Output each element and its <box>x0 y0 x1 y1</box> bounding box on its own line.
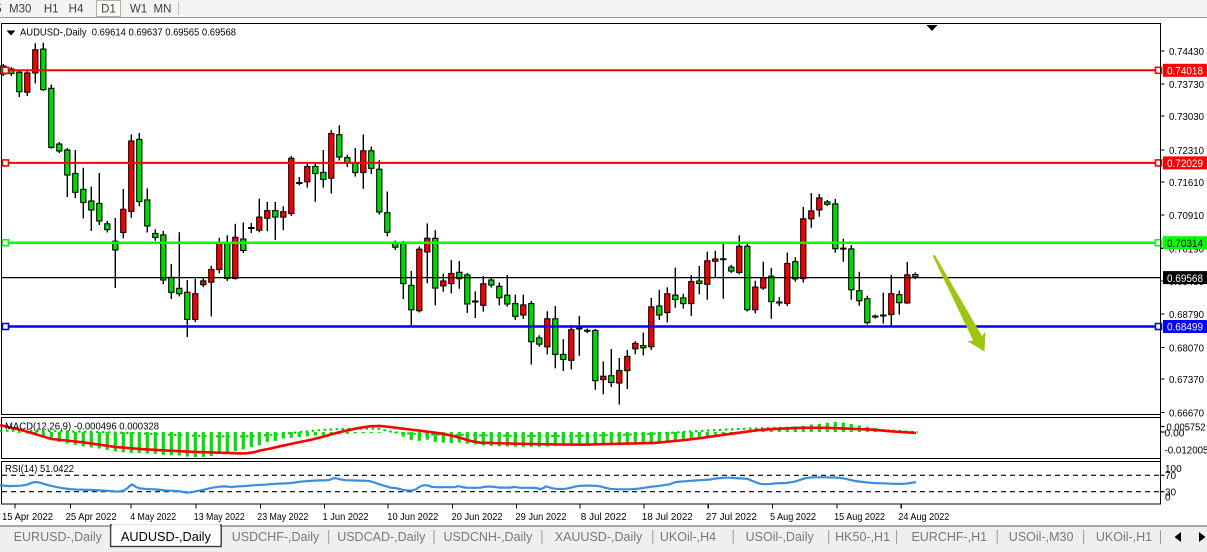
svg-text:MACD(12,26,9) -0.000496 0.0003: MACD(12,26,9) -0.000496 0.000328 <box>5 421 159 433</box>
svg-text:EURUSD-,Daily: EURUSD-,Daily <box>14 530 103 544</box>
svg-text:0.70910: 0.70910 <box>1169 210 1204 222</box>
svg-text:H1: H1 <box>44 4 59 16</box>
svg-text:0.74430: 0.74430 <box>1169 46 1204 58</box>
svg-text:15 Apr 2022: 15 Apr 2022 <box>2 511 53 523</box>
svg-text:100: 100 <box>1165 464 1182 475</box>
svg-text:RSI(14) 51.0422: RSI(14) 51.0422 <box>5 463 74 475</box>
svg-text:0: 0 <box>1165 493 1171 504</box>
svg-text:15 Aug 2022: 15 Aug 2022 <box>834 511 885 523</box>
svg-text:0.66670: 0.66670 <box>1169 408 1204 420</box>
svg-text:18 Jul 2022: 18 Jul 2022 <box>642 511 693 523</box>
svg-text:27 Jul 2022: 27 Jul 2022 <box>706 511 757 523</box>
svg-text:10 Jun 2022: 10 Jun 2022 <box>387 511 438 523</box>
svg-text:70: 70 <box>1165 471 1177 482</box>
svg-text:0.73030: 0.73030 <box>1169 111 1204 123</box>
svg-text:20 Jun 2022: 20 Jun 2022 <box>452 511 503 523</box>
svg-text:5 Aug 2022: 5 Aug 2022 <box>770 511 816 523</box>
svg-text:XAUUSD-,Daily: XAUUSD-,Daily <box>555 530 643 544</box>
svg-text:30: 30 <box>1165 488 1177 499</box>
svg-text:29 Jun 2022: 29 Jun 2022 <box>516 511 567 523</box>
svg-text:AUDUSD-,Daily 0.69614 0.69637: AUDUSD-,Daily 0.69614 0.69637 0.69565 0.… <box>20 27 236 39</box>
svg-text:AUDUSD-,Daily: AUDUSD-,Daily <box>121 530 212 544</box>
svg-text:13 May 2022: 13 May 2022 <box>194 511 245 523</box>
svg-text:H4: H4 <box>69 4 84 16</box>
svg-text:USDCNH-,Daily: USDCNH-,Daily <box>443 530 533 544</box>
svg-text:UKOil-,H1: UKOil-,H1 <box>1096 530 1152 544</box>
svg-text:D1: D1 <box>101 4 116 16</box>
svg-text:USOil-,M30: USOil-,M30 <box>1009 530 1074 544</box>
svg-text:0.005752: 0.005752 <box>1167 423 1206 434</box>
svg-text:0.68070: 0.68070 <box>1169 343 1204 355</box>
svg-text:0.74018: 0.74018 <box>1167 66 1203 78</box>
svg-text:W1: W1 <box>130 4 147 16</box>
svg-text:0.71610: 0.71610 <box>1169 177 1204 189</box>
svg-text:0.67370: 0.67370 <box>1169 374 1204 386</box>
svg-text:EURCHF-,H1: EURCHF-,H1 <box>911 530 987 544</box>
svg-text:23 May 2022: 23 May 2022 <box>257 511 308 523</box>
svg-text:25 Apr 2022: 25 Apr 2022 <box>66 511 117 523</box>
svg-text:0.68790: 0.68790 <box>1169 309 1204 321</box>
svg-text:24 Aug 2022: 24 Aug 2022 <box>898 511 949 523</box>
svg-text:M30: M30 <box>9 4 31 16</box>
svg-text:0.68499: 0.68499 <box>1167 322 1203 334</box>
svg-text:USOil-,Daily: USOil-,Daily <box>746 530 815 544</box>
svg-text:1 Jun 2022: 1 Jun 2022 <box>323 511 369 523</box>
svg-text:0.73730: 0.73730 <box>1169 79 1204 91</box>
svg-text:MN: MN <box>154 4 172 16</box>
svg-text:0.69568: 0.69568 <box>1167 273 1203 285</box>
svg-text:8 Jul 2022: 8 Jul 2022 <box>581 511 627 523</box>
svg-text:USDCAD-,Daily: USDCAD-,Daily <box>337 530 426 544</box>
svg-text:USDCHF-,Daily: USDCHF-,Daily <box>232 530 320 544</box>
svg-text:0.70314: 0.70314 <box>1167 238 1203 250</box>
svg-text:HK50-,H1: HK50-,H1 <box>835 530 890 544</box>
svg-text:0.00: 0.00 <box>1165 429 1185 440</box>
svg-text:5: 5 <box>0 4 2 16</box>
svg-text:0.72310: 0.72310 <box>1169 145 1204 157</box>
svg-text:4 May 2022: 4 May 2022 <box>130 511 176 523</box>
svg-text:UKOil-,H4: UKOil-,H4 <box>660 530 716 544</box>
svg-text:-0.012005: -0.012005 <box>1165 446 1207 457</box>
svg-text:0.72029: 0.72029 <box>1167 158 1203 170</box>
